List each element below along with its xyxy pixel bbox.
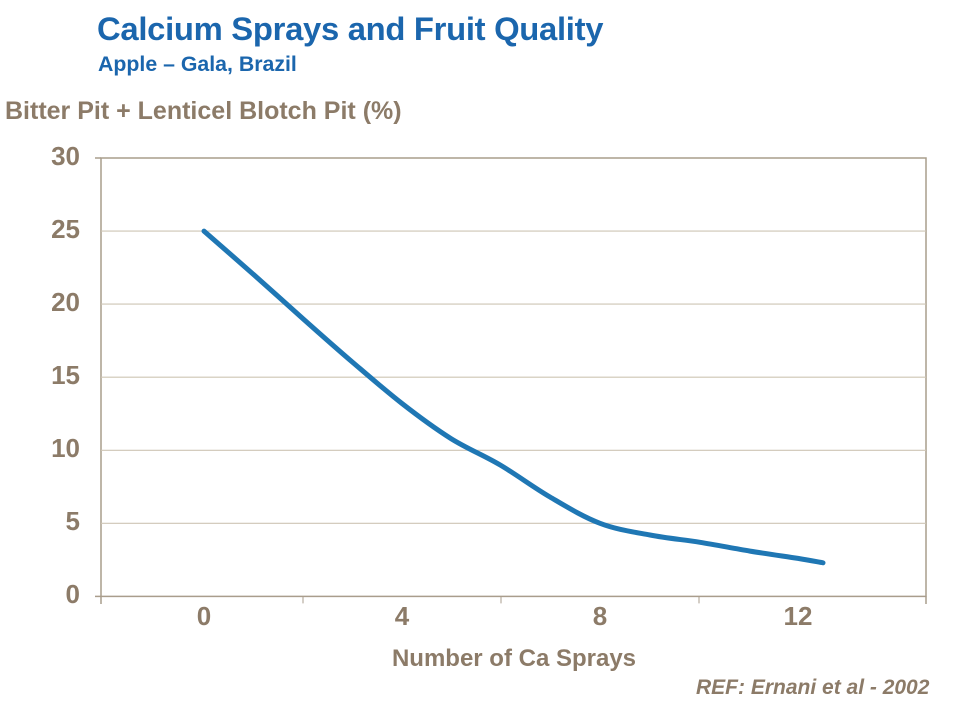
- svg-text:12: 12: [784, 601, 813, 631]
- svg-text:5: 5: [66, 506, 80, 536]
- svg-text:10: 10: [51, 433, 80, 463]
- svg-text:20: 20: [51, 287, 80, 317]
- svg-text:Number of Ca Sprays: Number of Ca Sprays: [392, 645, 636, 672]
- svg-text:0: 0: [197, 601, 211, 631]
- svg-text:30: 30: [51, 141, 80, 171]
- svg-text:4: 4: [395, 601, 410, 631]
- svg-text:25: 25: [51, 214, 80, 244]
- svg-text:8: 8: [593, 601, 607, 631]
- svg-text:0: 0: [66, 579, 80, 609]
- svg-text:15: 15: [51, 360, 80, 390]
